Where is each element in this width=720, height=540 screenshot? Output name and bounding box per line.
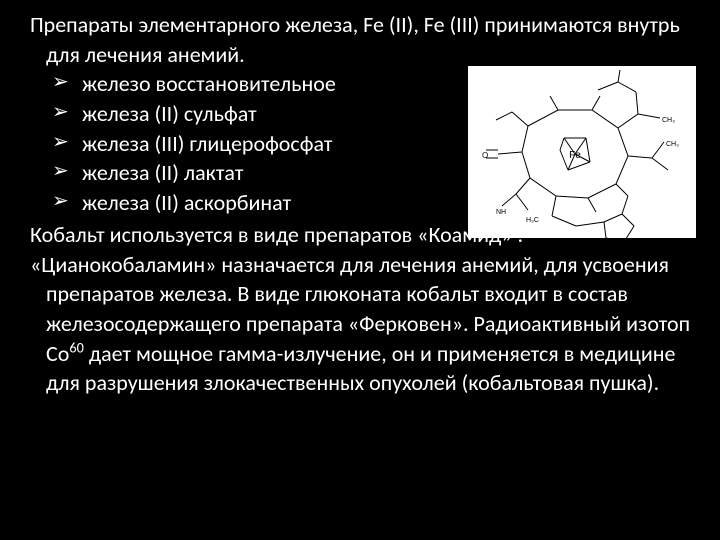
svg-text:CH₃: CH₃ — [662, 117, 675, 124]
fe-label: Fe — [569, 150, 581, 161]
slide: Препараты элементарного железа, Fe (II),… — [0, 0, 720, 540]
para2-part-b: дает мощное гамма-излучение, он и примен… — [46, 340, 675, 397]
molecule-svg: Fe O CH₃ CH₃ NH H₃C — [468, 66, 696, 238]
svg-text:H₃C: H₃C — [526, 217, 539, 224]
svg-text:CH₃: CH₃ — [666, 141, 679, 148]
svg-text:O: O — [482, 151, 488, 160]
svg-text:NH: NH — [496, 209, 506, 216]
para2-superscript: 60 — [69, 338, 84, 356]
intro-text: Препараты элементарного железа, Fe (II),… — [30, 10, 696, 69]
chemical-structure-figure: Fe O CH₃ CH₃ NH H₃C — [468, 66, 696, 238]
paragraph-cyanocobalamin: «Цианокобаламин» назначается для лечения… — [30, 250, 696, 398]
